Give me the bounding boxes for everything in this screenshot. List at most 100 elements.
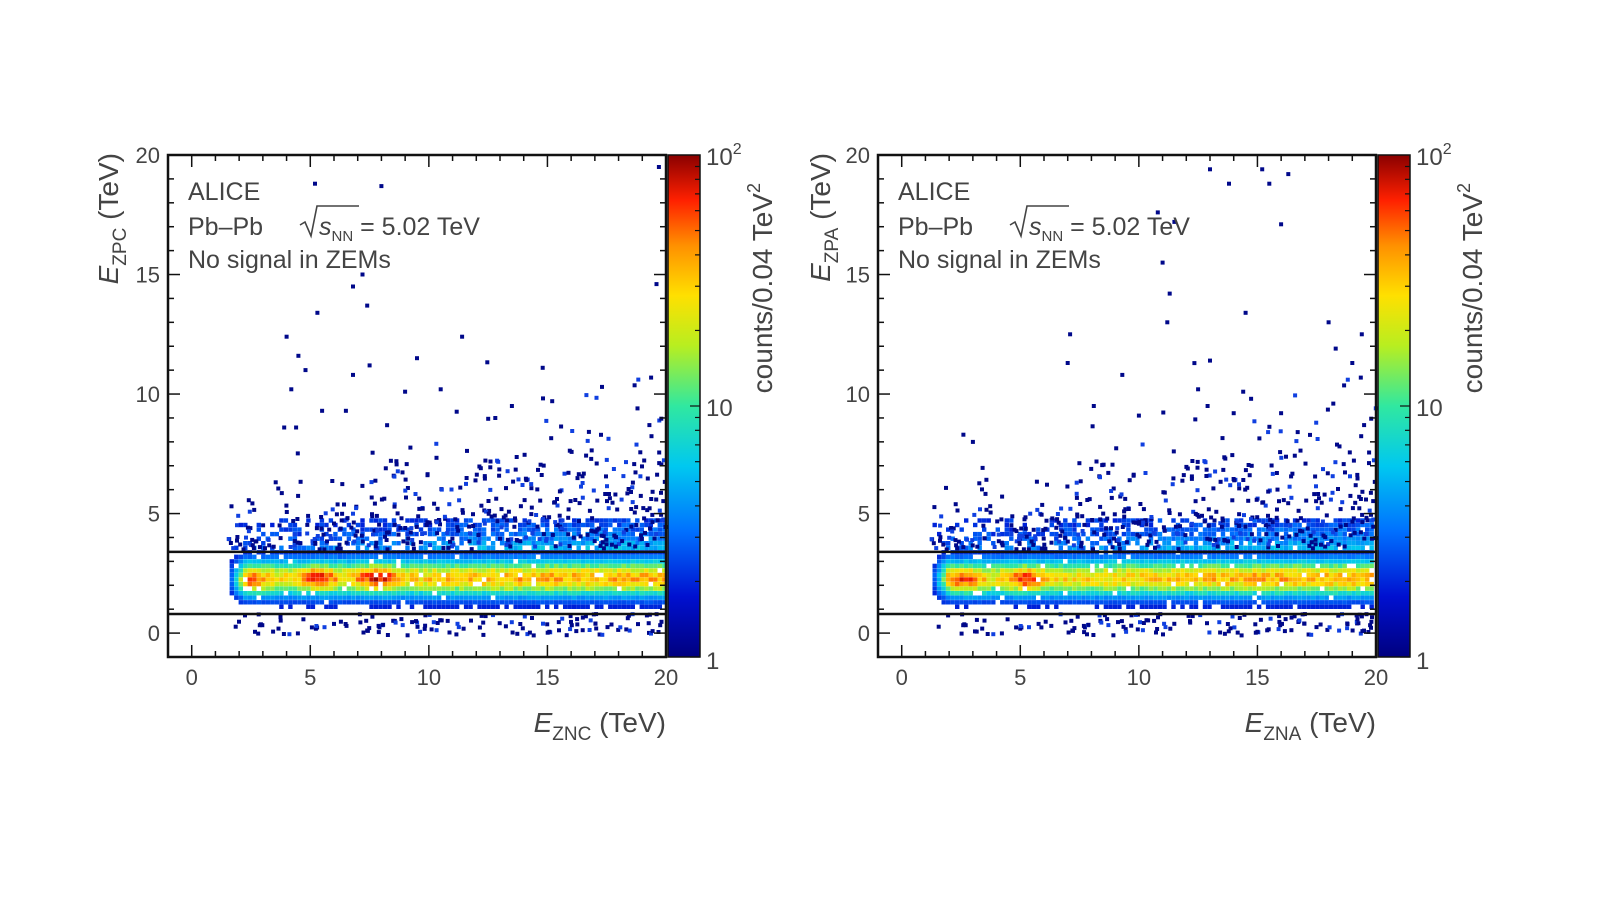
heatmap-cell [558, 581, 563, 587]
heatmap-cell [1045, 591, 1050, 596]
heatmap-cell [1360, 581, 1365, 587]
heatmap-cell [964, 545, 969, 550]
heatmap-cell [278, 615, 283, 619]
heatmap-cell [247, 509, 252, 514]
heatmap-cell [1190, 459, 1195, 463]
heatmap-cell [1258, 538, 1263, 543]
heatmap-cell [1033, 534, 1038, 539]
heatmap-cell [1020, 534, 1025, 539]
heatmap-cell [968, 586, 973, 591]
heatmap-cell [1216, 595, 1221, 600]
data-point [303, 368, 308, 373]
data-point [493, 416, 498, 420]
heatmap-cell [1135, 572, 1140, 578]
heatmap-cell [1049, 600, 1054, 605]
heatmap-cell [594, 545, 599, 550]
heatmap-cell [1067, 545, 1072, 550]
energy-subscript: NN [332, 228, 354, 245]
heatmap-cell [1126, 531, 1131, 537]
heatmap-cell [968, 563, 973, 569]
heatmap-cell [513, 577, 518, 582]
heatmap-cell [1058, 586, 1063, 591]
heatmap-cell [1054, 591, 1059, 596]
heatmap-cell [1306, 577, 1311, 582]
heatmap-cell [1040, 600, 1045, 605]
heatmap-cell [274, 554, 279, 559]
heatmap-cell [1356, 554, 1361, 559]
heatmap-cell [518, 559, 523, 564]
heatmap-cell [310, 539, 315, 544]
heatmap-cell [454, 545, 460, 550]
heatmap-cell [1218, 630, 1223, 635]
heatmap-cell [991, 541, 996, 546]
heatmap-cell [445, 618, 450, 623]
heatmap-cell [486, 563, 491, 569]
heatmap-cell [1342, 518, 1347, 523]
heatmap-cell [1004, 577, 1009, 582]
heatmap-cell [446, 545, 451, 550]
heatmap-cell [1261, 559, 1266, 564]
heatmap-cell [274, 531, 279, 537]
heatmap-cell [1229, 586, 1235, 591]
heatmap-cell [414, 531, 419, 537]
heatmap-cell [1175, 572, 1181, 578]
heatmap-cell [1099, 581, 1104, 587]
heatmap-cell [513, 545, 518, 550]
heatmap-cell [621, 568, 626, 573]
heatmap-cell [1117, 572, 1122, 578]
heatmap-cell [450, 563, 455, 569]
heatmap-cell [518, 568, 523, 573]
heatmap-cell [1121, 559, 1127, 564]
heatmap-cell [572, 531, 577, 537]
heatmap-cell [1347, 545, 1352, 550]
heatmap-cell [322, 625, 327, 630]
heatmap-cell [1076, 581, 1082, 587]
heatmap-cell [1320, 554, 1325, 559]
heatmap-cell [265, 563, 270, 569]
heatmap-cell [1218, 479, 1223, 484]
heatmap-cell [1049, 540, 1054, 545]
heatmap-cell [1342, 563, 1347, 569]
heatmap-cell [636, 622, 640, 627]
heatmap-cell [508, 554, 514, 559]
heatmap-cell [1357, 494, 1362, 499]
heatmap-cell [955, 604, 960, 609]
heatmap-cell [436, 577, 442, 582]
heatmap-cell [1063, 620, 1068, 625]
heatmap-cell [1085, 632, 1089, 637]
heatmap-cell [1277, 614, 1282, 619]
heatmap-cell [1284, 454, 1288, 459]
heatmap-cell [968, 541, 973, 546]
data-point [550, 399, 555, 404]
heatmap-cell [1004, 541, 1009, 546]
heatmap-cell [513, 600, 518, 605]
heatmap-cell [364, 563, 370, 569]
heatmap-cell [1021, 547, 1026, 552]
heatmap-cell [1072, 595, 1077, 600]
heatmap-cell [319, 526, 324, 531]
heatmap-cell [573, 498, 578, 502]
heatmap-cell [1354, 613, 1359, 618]
heatmap-cell [536, 531, 541, 537]
heatmap-cell [1004, 563, 1009, 569]
heatmap-cell [1252, 591, 1257, 596]
heatmap-cell [522, 572, 527, 578]
heatmap-cell [486, 536, 491, 541]
sqrt-symbol [1009, 205, 1069, 239]
heatmap-cell [301, 600, 307, 605]
heatmap-cell [522, 595, 527, 600]
heatmap-cell [1230, 498, 1235, 503]
heatmap-cell [1310, 546, 1315, 551]
heatmap-cell [1117, 577, 1122, 582]
heatmap-cell [1359, 614, 1364, 619]
heatmap-cell [409, 595, 415, 600]
heatmap-cell [360, 563, 365, 569]
heatmap-cell [1356, 572, 1361, 578]
heatmap-cell [1351, 536, 1356, 541]
heatmap-cell [576, 545, 581, 550]
heatmap-cell [382, 563, 388, 569]
heatmap-cell [653, 559, 658, 564]
heatmap-cell [590, 591, 595, 596]
heatmap-cell [1081, 600, 1086, 605]
heatmap-cell [319, 568, 325, 573]
